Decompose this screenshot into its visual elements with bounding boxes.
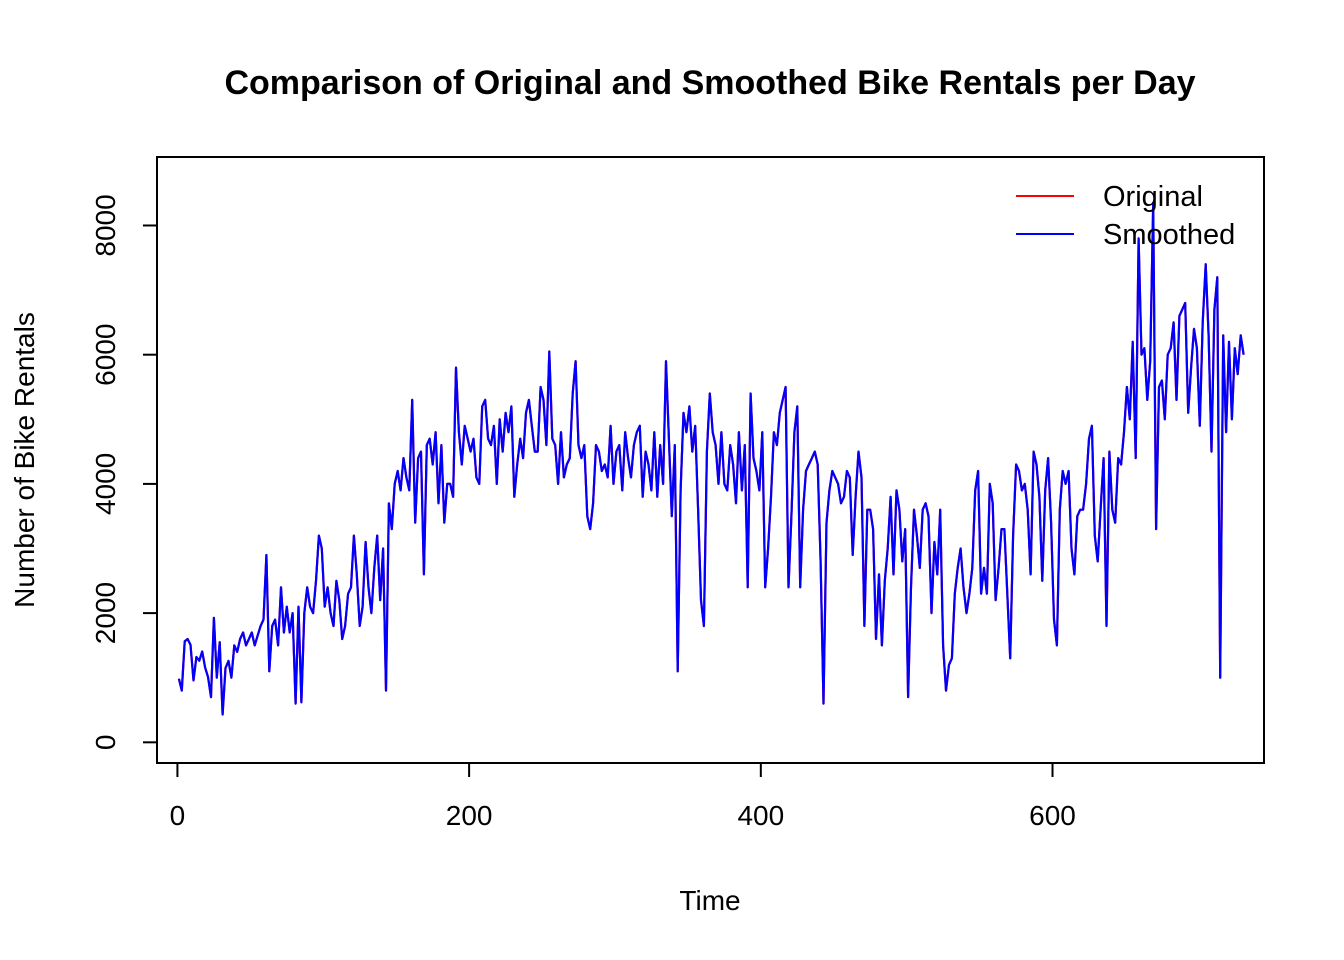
x-tick-label: 0 <box>170 800 186 831</box>
series-line-original <box>177 201 1245 716</box>
y-tick-label: 2000 <box>90 582 121 644</box>
x-axis-label: Time <box>679 885 740 916</box>
x-tick-label: 400 <box>737 800 784 831</box>
y-axis-label: Number of Bike Rentals <box>9 312 40 608</box>
series-line-smoothed <box>177 201 1245 716</box>
x-tick-label: 600 <box>1029 800 1076 831</box>
y-tick-label: 4000 <box>90 453 121 515</box>
plot-frame <box>156 156 1265 764</box>
y-tick-label: 0 <box>90 735 121 751</box>
y-axis: 0 2000 4000 6000 8000 <box>90 194 158 751</box>
x-axis: 0 200 400 600 <box>170 762 1076 831</box>
legend-label-smoothed: Smoothed <box>1103 219 1235 251</box>
legend-label-original: Original <box>1103 181 1203 213</box>
x-tick-label: 200 <box>446 800 493 831</box>
legend: Original Smoothed <box>1016 181 1235 251</box>
y-tick-label: 6000 <box>90 324 121 386</box>
chart-title: Comparison of Original and Smoothed Bike… <box>224 64 1195 102</box>
y-tick-label: 8000 <box>90 194 121 256</box>
series-layer <box>177 201 1245 716</box>
